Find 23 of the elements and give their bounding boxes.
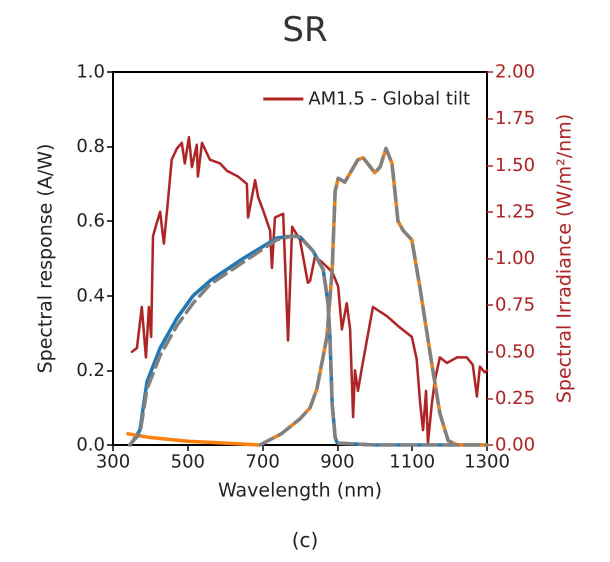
y-tick-label: 0.6	[76, 210, 105, 232]
y2-tick-label: 0.75	[495, 294, 536, 316]
y2-tick-label: 0.25	[495, 388, 536, 409]
x-tick-label: 900	[320, 452, 355, 472]
y2-tick-label: 1.50	[495, 154, 536, 176]
y2-tick-label: 1.00	[495, 248, 536, 269]
x-tick-label: 1100	[389, 452, 436, 472]
y-tick-label: 0.8	[76, 136, 105, 158]
x-tick-label: 500	[170, 452, 205, 472]
x-axis-title: Wavelength (nm)	[218, 480, 382, 502]
text: (c)	[290, 528, 320, 552]
y2-tick-label: 2.00	[495, 62, 536, 82]
x-tick-label: 700	[245, 452, 280, 472]
y-tick-label: 0.4	[76, 285, 105, 306]
y2-axis-title: Spectral Irradiance (W/m²/nm)	[554, 114, 576, 404]
y-tick-label: 0.2	[76, 360, 105, 381]
y-tick-label: 1.0	[76, 62, 105, 82]
y2-tick-label: 1.25	[495, 201, 536, 222]
y-axis-title: Spectral response (A/W)	[34, 144, 56, 374]
legend-label: AM1.5 - Global tilt	[308, 88, 470, 110]
chart-title: SR	[282, 10, 328, 50]
y2-tick-label: 1.75	[495, 108, 536, 130]
y2-tick-label: 0.50	[495, 341, 536, 362]
